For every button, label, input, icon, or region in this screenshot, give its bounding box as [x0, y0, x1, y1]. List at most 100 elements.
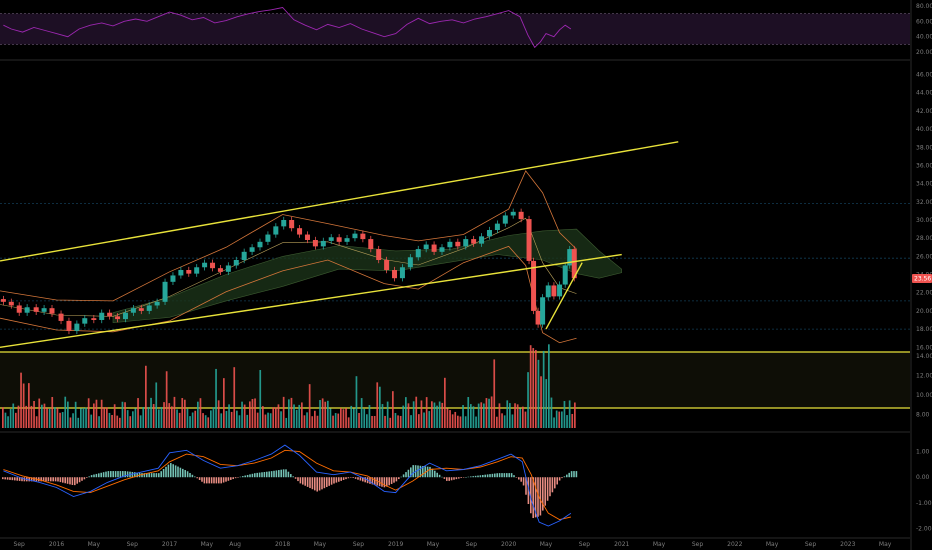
macd-histogram-bar: [323, 477, 326, 489]
candle: [384, 260, 390, 270]
macd-histogram-bar: [107, 471, 110, 478]
volume-bar: [178, 412, 181, 428]
volume-bar: [35, 416, 38, 428]
price-tick-label: 10.00: [916, 392, 932, 399]
macd-histogram-bar: [342, 477, 345, 481]
macd-histogram-bar: [309, 477, 311, 489]
last-price-tag[interactable]: [912, 274, 932, 284]
x-tick-label: Sep: [127, 541, 139, 548]
macd-histogram-bar: [494, 473, 496, 478]
trendline[interactable]: [545, 262, 583, 330]
macd-histogram-bar: [364, 477, 366, 483]
candle: [74, 323, 80, 331]
macd-histogram-bar: [527, 477, 530, 505]
macd-histogram-bar: [201, 477, 203, 482]
volume-bar: [150, 397, 152, 428]
candle: [376, 249, 382, 260]
macd-histogram-bar: [98, 473, 100, 478]
x-tick-label: May: [88, 541, 101, 548]
macd-histogram-bar: [350, 477, 352, 478]
macd-histogram-bar: [249, 474, 251, 478]
macd-histogram-bar: [381, 477, 383, 487]
volume-bar: [472, 406, 475, 428]
bollinger-upper: [0, 170, 577, 302]
macd-histogram-bar: [258, 472, 261, 478]
price-tick-label: 20.00: [916, 308, 932, 315]
macd-histogram-bar: [542, 477, 544, 511]
macd-histogram-bar: [122, 471, 124, 478]
macd-histogram-bar: [78, 477, 81, 483]
macd-histogram-bar: [460, 477, 462, 478]
volume-bar: [503, 415, 506, 428]
macd-histogram-bar: [66, 477, 69, 484]
volume-bar: [220, 413, 223, 428]
macd-histogram-bar: [6, 477, 9, 480]
macd-histogram-bar: [369, 477, 371, 484]
volume-bar: [233, 367, 236, 428]
macd-histogram-bar: [510, 473, 513, 478]
volume-bar: [139, 415, 142, 428]
volume-bar: [251, 398, 254, 428]
volume-bar: [316, 415, 319, 428]
volume-bar: [436, 405, 438, 428]
trendline[interactable]: [0, 253, 622, 348]
volume-bar: [428, 411, 431, 428]
macd-histogram-bar: [232, 477, 234, 480]
macd-histogram-bar: [124, 471, 126, 478]
macd-histogram-bar: [114, 471, 117, 478]
candle: [257, 241, 263, 248]
volume-bar: [568, 400, 571, 428]
volume-bar: [126, 410, 129, 428]
macd-histogram-bar: [568, 472, 570, 478]
trendline[interactable]: [0, 141, 679, 262]
price-tick-label: 26.00: [916, 253, 932, 260]
volume-bar: [259, 370, 262, 428]
candle: [360, 233, 366, 240]
macd-histogram-bar: [198, 477, 201, 480]
x-tick-label: 2020: [501, 541, 516, 548]
candle: [49, 308, 55, 314]
macd-histogram-bar: [563, 476, 566, 478]
macd-histogram-bar: [362, 477, 364, 482]
volume-bar: [56, 408, 59, 428]
volume-bar: [496, 416, 498, 428]
macd-histogram-bar: [304, 477, 306, 486]
volume-bar: [509, 403, 511, 428]
macd-histogram-bar: [33, 477, 35, 482]
candle: [551, 285, 557, 297]
volume-bar: [121, 401, 124, 428]
price-tick-label: 46.00: [916, 72, 932, 79]
volume-bar: [446, 408, 449, 428]
macd-histogram-bar: [419, 465, 422, 478]
macd-histogram-bar: [290, 474, 292, 478]
candle: [423, 244, 429, 250]
macd-histogram-bar: [544, 477, 546, 506]
volume-bar: [152, 404, 155, 428]
volume-bar: [545, 379, 548, 428]
macd-histogram-bar: [230, 477, 232, 480]
candle: [439, 247, 445, 252]
x-tick-label: May: [540, 541, 553, 548]
volume-bar: [477, 403, 480, 428]
volume-bar: [132, 411, 134, 428]
macd-histogram-bar: [441, 476, 443, 478]
x-tick-label: 2016: [49, 541, 64, 548]
candle: [225, 265, 231, 272]
macd-histogram-bar: [575, 471, 578, 478]
volume-bar: [38, 398, 41, 428]
volume-bar: [46, 408, 48, 428]
rsi-band: [0, 13, 910, 45]
x-tick-label: Sep: [805, 541, 817, 548]
volume-bar: [80, 408, 82, 428]
macd-histogram-bar: [340, 477, 342, 481]
macd-histogram-bar: [333, 477, 335, 484]
macd-histogram-bar: [203, 477, 206, 484]
y-axis[interactable]: 80.00 60.00 40.00 20.00 46.00 44.00 42.00 40.00…: [910, 0, 932, 550]
macd-histogram-bar: [160, 471, 162, 478]
macd-histogram-bar: [93, 474, 95, 478]
macd-histogram-bar: [136, 472, 138, 478]
candle: [510, 211, 516, 216]
macd-histogram-bar: [239, 476, 242, 478]
macd-histogram-bar: [467, 476, 470, 478]
